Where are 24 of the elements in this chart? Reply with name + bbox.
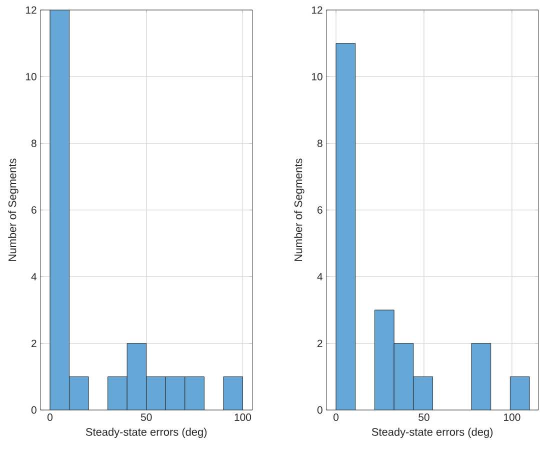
y-tick-label: 12 — [26, 6, 36, 14]
x-tick-label: 0 — [334, 414, 338, 421]
y-tick-label: 4 — [317, 273, 322, 280]
y-tick-label: 12 — [312, 6, 322, 14]
x-axis-title: Steady-state errors (deg) — [372, 428, 493, 438]
y-tick-label: 8 — [31, 140, 36, 148]
x-tick-label: 0 — [47, 414, 52, 421]
y-tick-label: 2 — [318, 340, 322, 347]
y-axis-title: Number of Segments — [294, 158, 304, 261]
y-tick-label: 6 — [32, 206, 36, 214]
y-tick-label: 2 — [32, 340, 36, 347]
y-tick-label: 0 — [31, 406, 36, 414]
y-axis-title: Number of Segments — [8, 158, 18, 261]
x-axis-title: Steady-state errors (deg) — [86, 428, 207, 438]
x-tick-label: 100 — [504, 414, 520, 421]
x-tick-label: 50 — [418, 414, 430, 421]
y-tick-label: 8 — [317, 140, 322, 148]
y-tick-label: 4 — [31, 273, 37, 280]
x-tick-label: 50 — [140, 414, 152, 421]
y-tick-label: 0 — [317, 406, 322, 414]
y-tick-label: 10 — [26, 72, 36, 80]
x-tick-label: 100 — [234, 414, 252, 421]
y-tick-label: 6 — [318, 206, 322, 214]
y-tick-label: 10 — [312, 72, 322, 80]
